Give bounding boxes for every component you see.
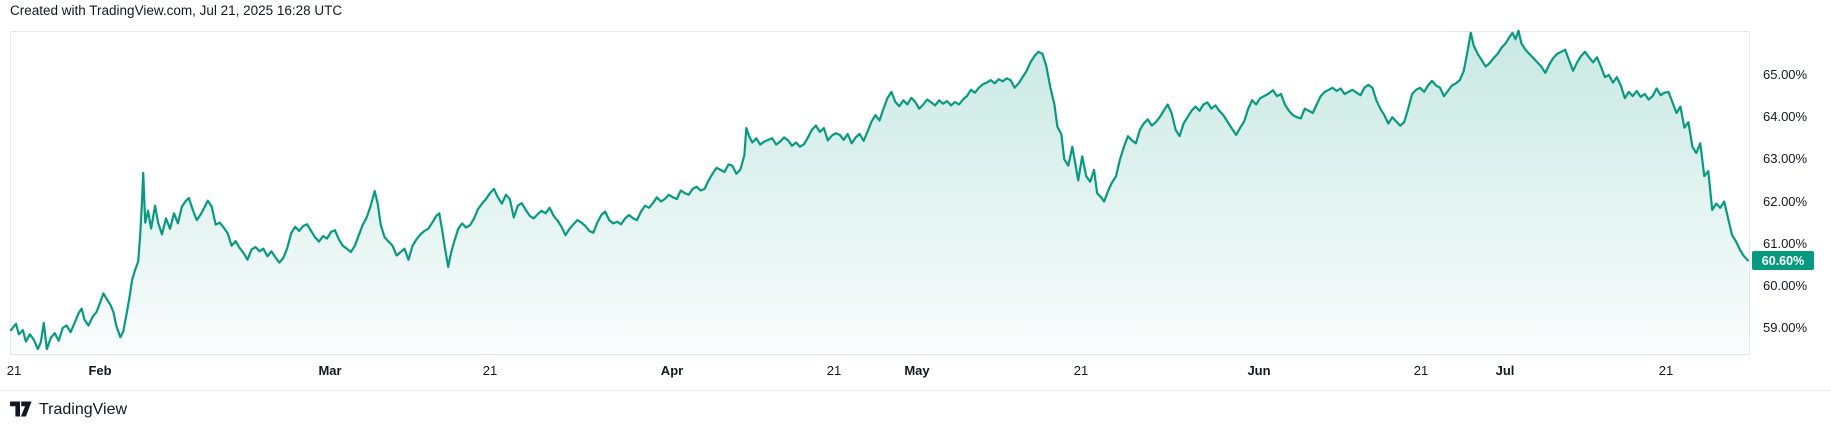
footer-attribution[interactable]: TradingView	[10, 401, 127, 418]
price-scale-label: 63.00%	[1763, 151, 1808, 167]
chart-pane[interactable]	[10, 31, 1750, 355]
time-scale-label: Jun	[1247, 363, 1271, 378]
time-scale-label: Apr	[660, 363, 684, 378]
time-scale-label: 21	[482, 363, 498, 378]
time-scale-label: 21	[1658, 363, 1674, 378]
time-scale-label: Mar	[318, 363, 342, 378]
price-scale-label: 60.00%	[1763, 277, 1808, 293]
tradingview-logo-icon[interactable]	[10, 401, 32, 418]
price-scale-label: 64.00%	[1763, 109, 1808, 125]
time-scale-label: Feb	[88, 363, 112, 378]
brand-name[interactable]: TradingView	[39, 401, 128, 418]
footer-divider	[0, 390, 1831, 391]
last-price-label: 60.60%	[1761, 253, 1805, 268]
time-scale-label: 21	[1413, 363, 1429, 378]
price-scale-label: 61.00%	[1763, 235, 1808, 251]
time-scale-label: Jul	[1495, 363, 1515, 378]
time-scale-label: May	[904, 363, 930, 378]
attribution-text: Created with TradingView.com, Jul 21, 20…	[10, 3, 343, 18]
time-scale-label: 21	[826, 363, 842, 378]
price-scale-label: 59.00%	[1763, 320, 1808, 335]
time-scale-label: 21	[6, 363, 22, 378]
last-price-badge: 60.60%	[1752, 251, 1814, 271]
time-scale-label: 21	[1073, 363, 1089, 378]
price-scale-label: 62.00%	[1763, 193, 1808, 209]
price-scale-label: 65.00%	[1763, 67, 1808, 82]
